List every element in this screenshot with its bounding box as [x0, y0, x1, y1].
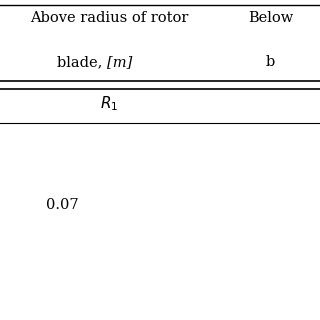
Text: 0.07: 0.07	[46, 198, 79, 212]
Text: Above radius of rotor: Above radius of rotor	[30, 11, 188, 25]
Text: b: b	[266, 55, 275, 69]
Text: [m]: [m]	[107, 55, 132, 69]
Text: $R_1$: $R_1$	[100, 95, 118, 113]
Text: Below: Below	[248, 11, 293, 25]
Text: blade,: blade,	[57, 55, 107, 69]
